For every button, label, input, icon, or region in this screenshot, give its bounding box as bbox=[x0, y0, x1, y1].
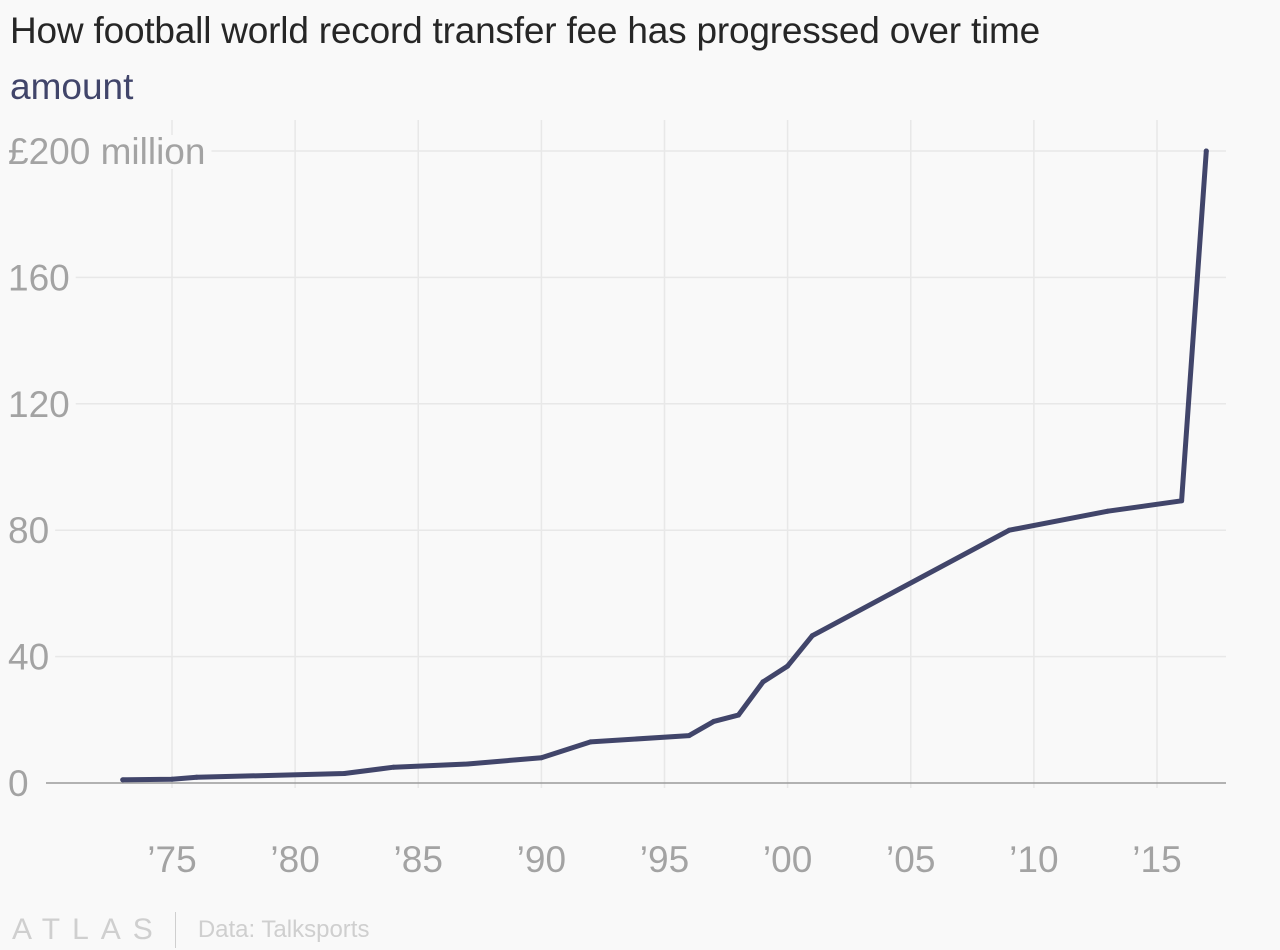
y-tick-label-bg bbox=[4, 640, 56, 675]
data-point bbox=[1105, 508, 1111, 514]
data-point bbox=[465, 761, 470, 767]
data-point bbox=[588, 739, 594, 745]
y-tick-label-bg bbox=[4, 387, 76, 422]
x-tick-labels: ’75 ’80 ’85 ’90 ’95 ’00 ’05 ’10 ’15 bbox=[147, 839, 1181, 880]
footer: ATLAS Data: Talksports bbox=[12, 912, 369, 948]
data-point bbox=[760, 679, 766, 685]
data-point bbox=[785, 663, 791, 669]
data-point bbox=[538, 755, 544, 761]
chart-subtitle: amount bbox=[10, 66, 134, 107]
y-tick-label-bg bbox=[4, 261, 76, 296]
x-tick-label: ’95 bbox=[640, 839, 689, 880]
chart-title: How football world record transfer fee h… bbox=[10, 10, 1041, 51]
data-point bbox=[341, 771, 347, 777]
data-point bbox=[809, 633, 815, 639]
y-tick-label-bg bbox=[4, 135, 212, 169]
data-point bbox=[1006, 527, 1012, 533]
y-tick-label: 40 bbox=[8, 637, 49, 678]
x-tick-label: ’85 bbox=[394, 839, 443, 880]
x-tick-label: ’90 bbox=[517, 839, 566, 880]
y-tick-label: 120 bbox=[8, 384, 70, 425]
x-tick-label: ’80 bbox=[270, 839, 319, 880]
series-line bbox=[120, 148, 1209, 783]
y-tick-label: £200 million bbox=[8, 131, 205, 172]
y-tick-label-bg bbox=[4, 514, 56, 549]
y-tick-label: 160 bbox=[8, 257, 70, 298]
data-point bbox=[1203, 148, 1209, 154]
x-tick-label: ’05 bbox=[886, 839, 935, 880]
x-tick-label: ’15 bbox=[1132, 839, 1181, 880]
data-point bbox=[120, 777, 126, 783]
y-gridlines bbox=[46, 150, 1226, 658]
footer-separator bbox=[174, 912, 176, 948]
x-tick-label: ’10 bbox=[1009, 839, 1058, 880]
data-point bbox=[735, 712, 741, 718]
data-point bbox=[169, 776, 175, 782]
data-point bbox=[391, 764, 397, 770]
x-tick-label: ’00 bbox=[763, 839, 812, 880]
data-point bbox=[686, 733, 692, 739]
data-point bbox=[194, 774, 200, 780]
y-tick-label: 80 bbox=[8, 510, 49, 551]
y-tick-label: 0 bbox=[8, 763, 29, 804]
x-tick-label: ’75 bbox=[147, 839, 196, 880]
y-tick-labels: 0 40 80 120 160 £200 million bbox=[4, 131, 212, 804]
data-point bbox=[1179, 498, 1185, 504]
data-source: Data: Talksports bbox=[197, 916, 370, 943]
x-gridlines bbox=[171, 120, 1158, 788]
data-point bbox=[711, 718, 717, 724]
atlas-logo: ATLAS bbox=[12, 913, 165, 946]
